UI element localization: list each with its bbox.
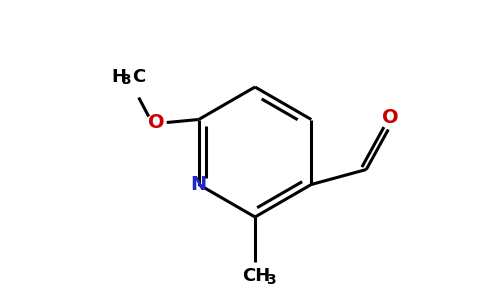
- Text: CH: CH: [242, 267, 270, 285]
- Text: O: O: [149, 113, 165, 132]
- Text: 3: 3: [121, 74, 131, 88]
- Text: N: N: [191, 175, 207, 194]
- Text: H: H: [111, 68, 126, 85]
- Text: C: C: [132, 68, 145, 85]
- Text: O: O: [382, 108, 399, 127]
- Text: 3: 3: [266, 273, 276, 287]
